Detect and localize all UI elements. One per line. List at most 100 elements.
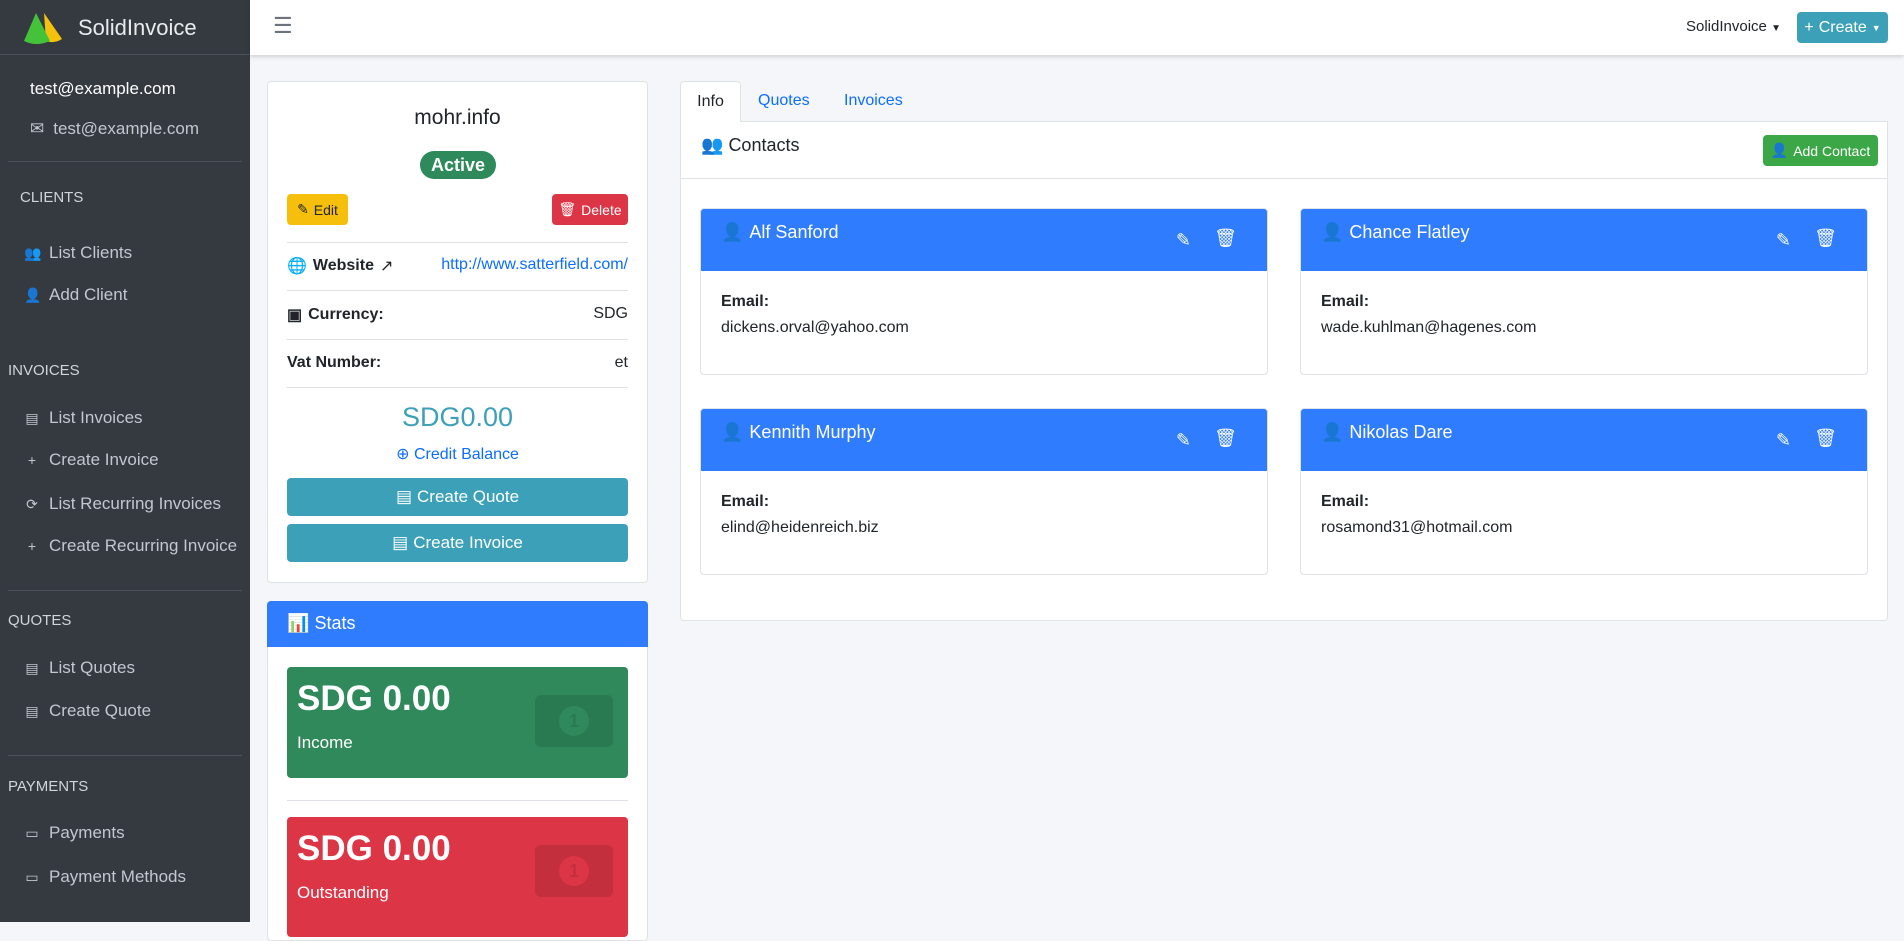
sidebar-item-list-recurring-invoices[interactable]: ⟳ List Recurring Invoices <box>24 494 221 514</box>
user-icon: 👤 <box>721 422 744 442</box>
section-payments: PAYMENTS <box>8 778 89 795</box>
tab-invoices[interactable]: Invoices <box>844 92 903 109</box>
globe-icon: 🌐 <box>287 258 307 275</box>
trash-icon[interactable]: 🗑 <box>1814 228 1837 248</box>
sidebar-item-list-clients[interactable]: 👥 List Clients <box>24 243 133 262</box>
credit-card-icon: ▭ <box>25 824 39 841</box>
caret-down-icon: ▼ <box>1871 22 1881 33</box>
user-icon: 👤 <box>1321 422 1344 442</box>
user-icon: 👤 <box>1321 222 1344 242</box>
email-label: Email: <box>721 293 770 310</box>
contact-name: 👤 Nikolas Dare <box>1321 422 1453 442</box>
email-label: Email: <box>1321 493 1370 510</box>
trash-icon: 🗑 <box>558 201 577 217</box>
sidebar-item-list-quotes[interactable]: ▤ List Quotes <box>25 658 135 677</box>
section-clients: CLIENTS <box>20 189 84 206</box>
edit-icon[interactable]: ✎ <box>1175 230 1191 250</box>
status-badge: Active <box>420 151 496 179</box>
email-label: Email: <box>721 493 770 510</box>
user-name[interactable]: test@example.com <box>30 79 176 98</box>
edit-icon[interactable]: ✎ <box>1775 430 1791 450</box>
file-icon: ▤ <box>25 409 39 426</box>
user-icon: 👤 <box>721 222 744 242</box>
vat-label: Vat Number: <box>287 354 382 371</box>
edit-icon[interactable]: ✎ <box>1175 430 1191 450</box>
plus-icon: + <box>1804 18 1814 36</box>
trash-icon[interactable]: 🗑 <box>1214 428 1237 448</box>
website-label: 🌐 Website ↗ <box>287 257 394 275</box>
company-dropdown[interactable]: SolidInvoice ▼ <box>1686 18 1781 35</box>
edit-icon[interactable]: ✎ <box>1775 230 1791 250</box>
money-bill-icon: ▣ <box>287 307 303 324</box>
file-icon: ▤ <box>395 487 412 506</box>
sidebar-item-payment-methods[interactable]: ▭ Payment Methods <box>25 867 187 886</box>
tab-quotes[interactable]: Quotes <box>758 92 810 109</box>
contact-card: 👤 Nikolas Dare ✎ 🗑 Email: rosamond31@hotmai… <box>1300 408 1868 575</box>
outstanding-stat: SDG 0.00 Outstanding 1 <box>287 817 628 937</box>
contact-name: 👤 Alf Sanford <box>721 222 839 242</box>
create-dropdown-button[interactable]: + Create ▼ <box>1797 12 1888 43</box>
contact-name: 👤 Kennith Murphy <box>721 422 876 442</box>
trash-icon[interactable]: 🗑 <box>1814 428 1837 448</box>
plus-circle-icon: ⊕ <box>396 446 410 463</box>
contact-name: 👤 Chance Flatley <box>1321 222 1470 242</box>
edit-button[interactable]: ✎ Edit <box>287 194 348 225</box>
website-link[interactable]: http://www.satterfield.com/ <box>441 256 628 273</box>
email-label: Email: <box>1321 293 1370 310</box>
create-quote-button[interactable]: ▤ Create Quote <box>287 478 628 516</box>
plus-icon: + <box>27 452 37 468</box>
contact-card: 👤 Kennith Murphy ✎ 🗑 Email: elind@heidenrei… <box>700 408 1268 575</box>
credit-card-icon: ▭ <box>25 868 39 885</box>
sidebar-item-create-invoice[interactable]: + Create Invoice <box>24 450 159 470</box>
currency-value: SDG <box>593 305 628 322</box>
brand-name: SolidInvoice <box>78 15 197 40</box>
credit-balance-link[interactable]: ⊕ Credit Balance <box>396 446 519 463</box>
brand[interactable]: SolidInvoice <box>22 8 197 48</box>
users-icon: 👥 <box>701 135 724 155</box>
hamburger-menu-icon[interactable]: ☰ <box>273 13 293 38</box>
caret-down-icon: ▼ <box>1771 23 1781 34</box>
sidebar-item-list-invoices[interactable]: ▤ List Invoices <box>25 408 143 427</box>
contact-email: wade.kuhlman@hagenes.com <box>1321 319 1537 336</box>
trash-icon[interactable]: 🗑 <box>1214 228 1237 248</box>
income-amount: SDG 0.00 <box>297 679 451 718</box>
section-invoices: INVOICES <box>8 362 80 379</box>
user-email[interactable]: ✉ test@example.com <box>30 119 200 138</box>
contact-email: dickens.orval@yahoo.com <box>721 319 909 336</box>
tab-info[interactable]: Info <box>680 81 741 122</box>
contact-card: 👤 Chance Flatley ✎ 🗑 Email: wade.kuhlman@ha… <box>1300 208 1868 375</box>
user-plus-icon: 👤 <box>24 286 42 303</box>
top-navbar: ☰ SolidInvoice ▼ + Create ▼ <box>250 0 1904 55</box>
sync-icon: ⟳ <box>26 495 38 512</box>
create-invoice-button[interactable]: ▤ Create Invoice <box>287 524 628 562</box>
plus-icon: + <box>27 538 37 554</box>
edit-icon: ✎ <box>297 201 309 217</box>
file-icon: ▤ <box>392 533 409 552</box>
envelope-icon: ✉ <box>30 119 45 138</box>
delete-button[interactable]: 🗑 Delete <box>552 194 628 225</box>
sidebar-item-create-quote[interactable]: ▤ Create Quote <box>25 701 152 720</box>
outstanding-label: Outstanding <box>297 883 389 902</box>
add-contact-button[interactable]: 👤 Add Contact <box>1763 135 1878 166</box>
user-icon: 👤 <box>1770 142 1789 158</box>
contact-card: 👤 Alf Sanford ✎ 🗑 Email: dickens.orval@yaho… <box>700 208 1268 375</box>
file-icon: ▤ <box>25 659 39 676</box>
balance-amount: SDG0.00 <box>401 402 514 432</box>
sidebar-item-add-client[interactable]: 👤 Add Client <box>24 285 128 304</box>
sidebar-item-create-recurring-invoice[interactable]: + Create Recurring Invoice <box>24 536 237 556</box>
contact-email: rosamond31@hotmail.com <box>1321 519 1513 536</box>
outstanding-amount: SDG 0.00 <box>297 829 451 868</box>
sidebar-item-payments[interactable]: ▭ Payments <box>25 823 125 842</box>
stats-header: 📊 Stats <box>267 601 648 647</box>
external-link-icon: ↗ <box>379 258 394 275</box>
income-label: Income <box>297 733 353 752</box>
currency-label: ▣ Currency: <box>287 306 384 324</box>
sidebar: SolidInvoice test@example.com ✉ test@exam… <box>0 0 250 922</box>
vat-value: et <box>614 354 628 371</box>
users-icon: 👥 <box>24 244 42 261</box>
file-icon: ▤ <box>25 702 39 719</box>
contact-email: elind@heidenreich.biz <box>721 519 879 536</box>
money-bill-icon: 1 <box>535 695 613 747</box>
income-stat: SDG 0.00 Income 1 <box>287 667 628 778</box>
chart-bar-icon: 📊 <box>287 613 310 633</box>
